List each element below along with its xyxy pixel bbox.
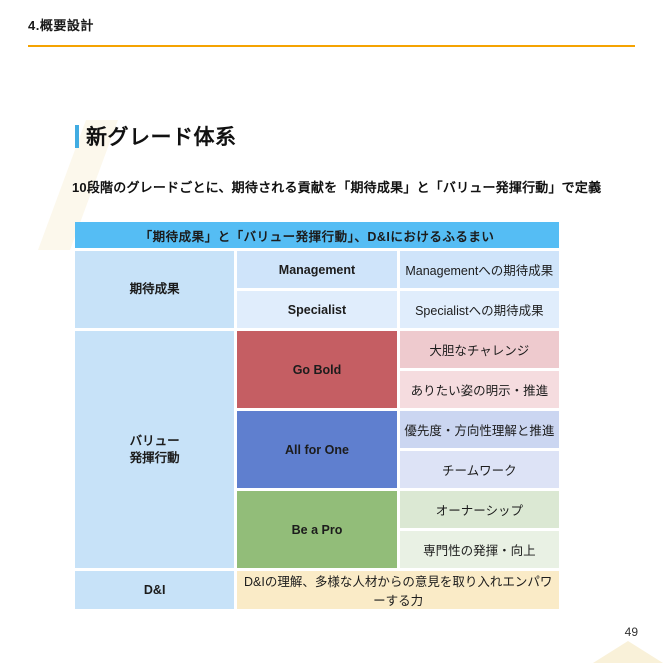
group-label-expected-results: 期待成果 <box>75 251 235 328</box>
desc-be-a-pro-1: オーナーシップ <box>399 491 559 528</box>
desc-management: Managementへの期待成果 <box>399 251 559 288</box>
category-go-bold: Go Bold <box>237 331 397 408</box>
page-number: 49 <box>624 625 638 639</box>
desc-dandi: D&Iの理解、多様な人材からの意見を取り入れエンパワーする力 <box>237 571 559 609</box>
subtitle: 10段階のグレードごとに、期待される貢献を「期待成果」と「バリュー発揮行動」で定… <box>72 180 602 195</box>
title-accent-bar <box>75 124 79 148</box>
table-header: 「期待成果」と「バリュー発揮行動」、D&Iにおけるふるまい <box>75 222 559 248</box>
category-management: Management <box>237 251 397 288</box>
desc-go-bold-2: ありたい姿の明示・推進 <box>399 371 559 408</box>
desc-be-a-pro-2: 専門性の発揮・向上 <box>399 531 559 568</box>
desc-all-for-one-1: 優先度・方向性理解と推進 <box>399 411 559 448</box>
category-be-a-pro: Be a Pro <box>237 491 397 568</box>
desc-specialist: Specialistへの期待成果 <box>399 291 559 328</box>
section-label: 4.概要設計 <box>28 18 94 33</box>
desc-go-bold-1: 大胆なチャレンジ <box>399 331 559 368</box>
desc-all-for-one-2: チームワーク <box>399 451 559 488</box>
page-title: 新グレード体系 <box>86 126 237 149</box>
watermark-shape <box>593 641 663 663</box>
title-block: 新グレード体系 <box>75 121 237 151</box>
grade-table: 「期待成果」と「バリュー発揮行動」、D&Iにおけるふるまい 期待成果 Manag… <box>72 219 562 612</box>
group-label-value-behaviors: バリュー 発揮行動 <box>75 331 235 568</box>
group-label-dandi: D&I <box>75 571 235 609</box>
category-specialist: Specialist <box>237 291 397 328</box>
category-all-for-one: All for One <box>237 411 397 488</box>
accent-divider <box>28 45 635 47</box>
